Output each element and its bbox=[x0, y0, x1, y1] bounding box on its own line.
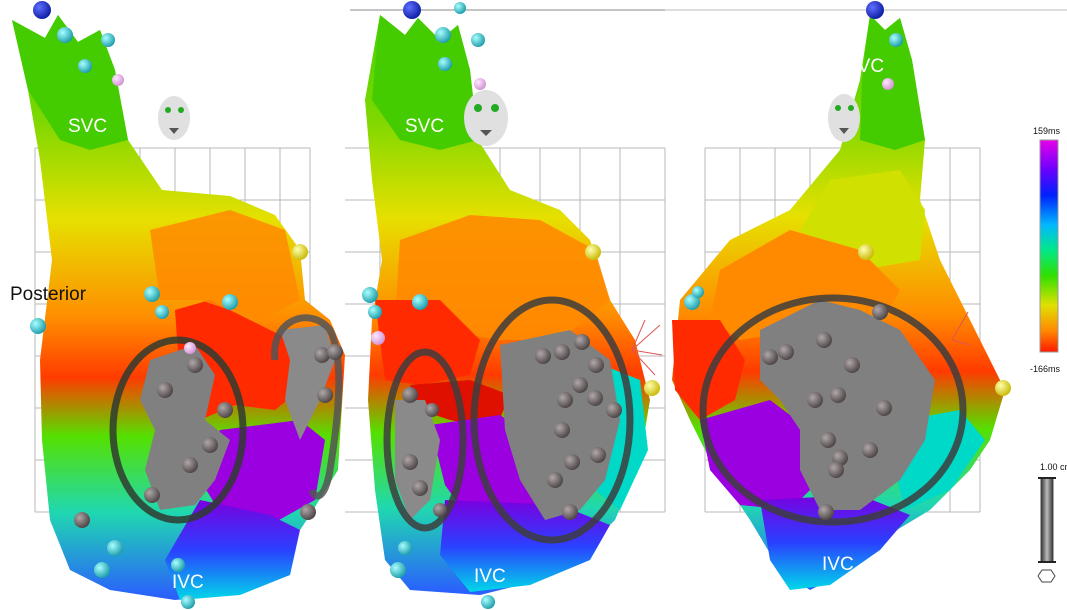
catheter-points-2 bbox=[362, 1, 660, 609]
ivc-label-2: IVC bbox=[474, 566, 506, 587]
purple-zone-1 bbox=[200, 420, 325, 525]
head-orientation-icon-1 bbox=[158, 96, 190, 140]
svc-label-1: SVC bbox=[68, 116, 107, 137]
color-scale-max-label: 159ms bbox=[1033, 126, 1061, 136]
svc-region-1 bbox=[12, 15, 128, 150]
map-panel-1: SVC IVC Posterior bbox=[10, 1, 345, 609]
activation-color-scale: 159ms -166ms bbox=[1030, 126, 1061, 374]
head-orientation-icon-3 bbox=[828, 94, 860, 142]
posterior-label: Posterior bbox=[10, 284, 87, 305]
ivc-label-3: IVC bbox=[822, 554, 854, 575]
catheter-points-1 bbox=[30, 1, 343, 609]
block-line-ellipse-2b bbox=[383, 348, 467, 532]
block-line-loop-1b bbox=[271, 314, 343, 500]
map-panel-2: SVC IVC bbox=[345, 1, 666, 609]
block-line-ellipse-3 bbox=[699, 294, 967, 526]
ivc-label-1: IVC bbox=[172, 572, 204, 593]
head-orientation-icon-2 bbox=[464, 90, 508, 146]
scale-bar-label: 1.00 cm bbox=[1040, 462, 1067, 472]
color-scale-bar bbox=[1039, 139, 1059, 353]
svc-region-2 bbox=[372, 15, 478, 150]
distance-scale-bar: 1.00 cm bbox=[1037, 462, 1067, 583]
catheter-points-3 bbox=[684, 1, 1011, 520]
color-scale-min-label: -166ms bbox=[1030, 364, 1061, 374]
blue-bottom-2 bbox=[440, 500, 610, 592]
catheter-lines-2 bbox=[631, 319, 663, 376]
svc-label-2: SVC bbox=[405, 116, 444, 137]
block-line-ellipse-1a bbox=[109, 336, 247, 524]
block-line-ellipse-2a bbox=[470, 296, 634, 544]
svc-label-3: SVC bbox=[845, 56, 884, 77]
early-activation-2 bbox=[375, 300, 480, 385]
blue-bottom-1 bbox=[165, 500, 300, 600]
scar-gray-3 bbox=[760, 300, 935, 510]
map-panel-3: SVC IVC bbox=[672, 1, 1011, 590]
orange-zone-1 bbox=[150, 210, 300, 320]
catheter-lines-3 bbox=[951, 311, 971, 346]
